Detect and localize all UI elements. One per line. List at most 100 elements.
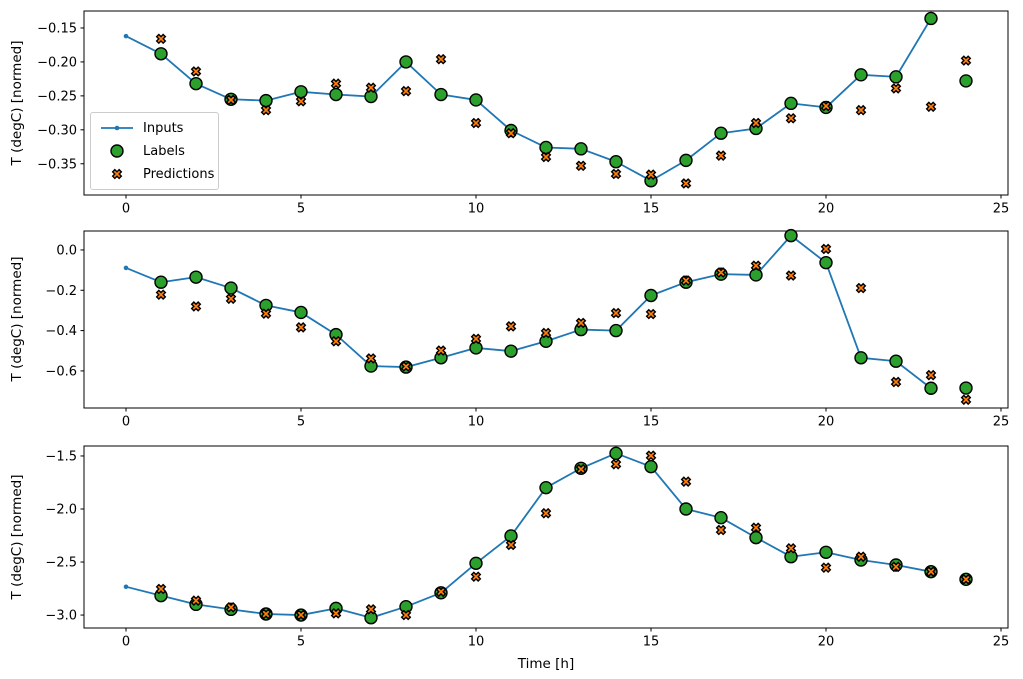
label-point-marker: [749, 268, 763, 282]
y-tick-label: −3.0: [45, 609, 77, 624]
prediction-point-marker: [610, 307, 622, 319]
label-point-marker: [679, 153, 693, 168]
prediction-point-marker: [820, 100, 832, 112]
legend-label-inputs: Inputs: [143, 120, 184, 136]
axes-frame: [83, 10, 1009, 196]
x-tick-label: 5: [297, 202, 305, 217]
prediction-point-marker: [505, 539, 517, 551]
prediction-point-marker: [785, 112, 797, 124]
label-point-marker: [294, 305, 308, 320]
prediction-point-marker: [960, 394, 972, 406]
prediction-point-marker: [785, 543, 797, 554]
y-tick-label: −0.15: [37, 21, 77, 36]
y-tick-label: −0.2: [45, 284, 77, 299]
prediction-point-marker: [750, 260, 762, 272]
prediction-point-marker: [575, 160, 587, 172]
y-tick-label: −0.20: [37, 55, 77, 70]
label-point-marker: [294, 85, 308, 99]
label-point-marker: [609, 323, 623, 338]
label-point-marker: [889, 70, 903, 84]
label-point-marker: [539, 480, 553, 495]
x-tick-label: 15: [643, 202, 660, 217]
label-point-marker: [189, 270, 203, 284]
label-point-marker: [819, 255, 833, 270]
legend-item-labels: Labels: [100, 141, 208, 161]
x-tick-label: 25: [993, 202, 1010, 217]
x-tick-label: 20: [818, 415, 835, 430]
prediction-point-marker: [610, 458, 622, 470]
x-icon: [111, 168, 123, 180]
label-point-marker: [889, 354, 903, 368]
x-tick-label: 25: [993, 635, 1010, 650]
prediction-point-marker: [680, 275, 692, 286]
prediction-point-marker: [365, 603, 377, 615]
label-point-marker: [189, 76, 203, 91]
prediction-point-marker: [855, 104, 867, 116]
label-point-marker: [714, 510, 728, 525]
y-tick-label: −0.25: [37, 89, 77, 104]
prediction-point-marker: [925, 566, 937, 578]
x-tick-label: 10: [468, 635, 485, 650]
prediction-point-marker: [225, 94, 237, 106]
prediction-point-marker: [260, 608, 272, 620]
legend-label-predictions: Predictions: [143, 166, 215, 182]
prediction-point-marker: [820, 562, 832, 573]
label-point-marker: [679, 502, 693, 516]
y-tick-label: −1.5: [45, 449, 77, 464]
line-dot-icon: [101, 125, 133, 131]
label-point-marker: [714, 126, 728, 140]
label-point-marker: [364, 89, 378, 104]
prediction-point-marker: [295, 609, 307, 621]
label-point-marker: [609, 155, 623, 169]
prediction-point-marker: [190, 66, 202, 77]
prediction-point-marker: [155, 33, 167, 45]
label-point-marker: [784, 96, 798, 111]
x-tick-label: 5: [297, 415, 305, 430]
y-tick-label: 0.0: [56, 243, 77, 258]
prediction-point-marker: [820, 243, 832, 255]
label-point-marker: [749, 530, 763, 545]
prediction-point-marker: [855, 551, 867, 563]
prediction-point-marker: [435, 53, 447, 65]
label-point-marker: [609, 446, 623, 461]
label-point-marker: [819, 545, 833, 559]
label-point-marker: [959, 381, 973, 395]
label-point-marker: [854, 68, 868, 82]
prediction-point-marker: [750, 117, 762, 129]
prediction-point-marker: [470, 333, 482, 345]
y-tick-label: −0.30: [37, 123, 77, 138]
prediction-point-marker: [330, 78, 342, 89]
legend-x: [111, 168, 123, 180]
y-tick-label: −0.4: [45, 324, 77, 339]
label-point-marker: [469, 556, 483, 571]
label-point-marker: [399, 599, 413, 614]
prediction-point-marker: [435, 345, 447, 356]
prediction-point-marker: [610, 168, 622, 180]
prediction-point-marker: [540, 327, 552, 339]
prediction-point-marker: [225, 601, 237, 613]
prediction-point-marker: [330, 335, 342, 347]
prediction-point-marker: [190, 301, 202, 312]
legend-line-dot: [114, 125, 120, 131]
inputs-line: [125, 452, 932, 619]
y-axis-label-1: T (degC) [normed]: [9, 40, 25, 166]
prediction-point-marker: [645, 169, 657, 180]
prediction-point-marker: [330, 608, 342, 619]
prediction-point-marker: [295, 322, 307, 333]
x-tick-label: 20: [818, 202, 835, 217]
input-point-marker: [123, 584, 129, 590]
subplot-1: 0 5 10 15 20 25 −0.15 −0.20 −0.25 −0.30 −0.35: [37, 10, 1010, 217]
prediction-point-marker: [645, 308, 657, 320]
prediction-point-marker: [855, 282, 867, 294]
x-tick-label: 15: [643, 415, 660, 430]
y-axis-label-2: T (degC) [normed]: [9, 256, 25, 382]
prediction-point-marker: [365, 82, 377, 94]
y-axis-label-3: T (degC) [normed]: [9, 474, 25, 600]
label-point-marker: [784, 228, 798, 243]
prediction-point-marker: [575, 463, 587, 475]
prediction-point-marker: [470, 571, 482, 583]
label-point-marker: [469, 341, 483, 355]
prediction-point-marker: [680, 476, 692, 487]
label-point-marker: [469, 93, 483, 107]
